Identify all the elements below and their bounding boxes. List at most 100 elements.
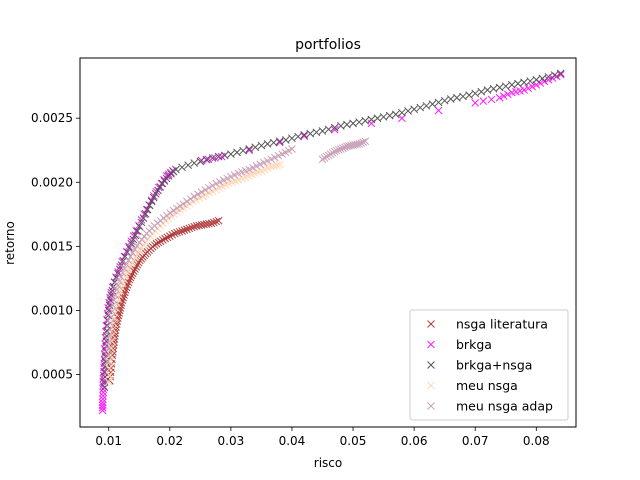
data-point bbox=[105, 364, 114, 373]
data-point bbox=[145, 201, 154, 210]
data-point bbox=[129, 235, 138, 244]
data-point bbox=[312, 128, 321, 137]
data-point bbox=[126, 273, 135, 282]
data-point bbox=[239, 146, 247, 155]
data-point bbox=[187, 223, 196, 232]
data-point bbox=[404, 107, 412, 115]
data-point bbox=[111, 291, 120, 299]
legend-label: meu nsga adap bbox=[456, 399, 553, 414]
data-point bbox=[208, 181, 217, 190]
data-point bbox=[440, 96, 449, 105]
data-point bbox=[114, 281, 122, 290]
data-point bbox=[183, 197, 191, 206]
data-point bbox=[544, 72, 553, 81]
data-point bbox=[119, 293, 128, 302]
data-point bbox=[98, 395, 107, 404]
legend-box bbox=[409, 309, 569, 421]
data-point bbox=[273, 161, 281, 170]
data-point bbox=[489, 84, 498, 93]
data-point bbox=[503, 90, 512, 99]
data-point bbox=[300, 131, 309, 139]
data-point bbox=[129, 267, 138, 275]
data-point bbox=[104, 351, 112, 360]
data-point bbox=[127, 239, 136, 248]
data-point bbox=[99, 391, 107, 400]
data-point bbox=[361, 116, 370, 125]
data-point bbox=[233, 148, 241, 157]
data-point bbox=[556, 69, 565, 78]
y-tick-label: 0.0020 bbox=[31, 175, 73, 189]
data-point bbox=[131, 231, 140, 240]
data-point bbox=[173, 228, 181, 237]
data-point bbox=[320, 154, 329, 162]
data-point bbox=[212, 217, 221, 226]
data-point bbox=[251, 143, 260, 152]
data-point bbox=[133, 260, 142, 269]
data-point bbox=[154, 186, 162, 195]
data-points bbox=[98, 69, 565, 415]
data-point bbox=[501, 82, 510, 91]
data-point bbox=[172, 165, 180, 174]
data-point bbox=[508, 81, 516, 89]
data-point bbox=[328, 148, 337, 157]
x-axis-label: risco bbox=[314, 456, 342, 470]
data-point bbox=[185, 224, 194, 233]
data-point bbox=[556, 70, 565, 79]
data-point bbox=[487, 95, 496, 104]
y-tick-label: 0.0010 bbox=[31, 303, 73, 317]
data-point bbox=[520, 86, 528, 94]
data-point bbox=[209, 218, 218, 227]
data-point bbox=[106, 325, 114, 334]
legend-marker bbox=[427, 381, 435, 390]
data-point bbox=[178, 163, 186, 172]
data-point bbox=[330, 123, 339, 132]
data-point bbox=[107, 344, 116, 352]
y-tick-label: 0.0025 bbox=[31, 111, 73, 125]
data-point bbox=[526, 77, 535, 85]
data-point bbox=[245, 146, 254, 155]
data-point bbox=[326, 150, 335, 158]
data-point bbox=[104, 378, 113, 387]
series-0 bbox=[106, 216, 223, 385]
data-point bbox=[214, 216, 223, 225]
data-point bbox=[336, 145, 345, 153]
x-tick-label: 0.06 bbox=[401, 434, 428, 448]
data-point bbox=[269, 138, 278, 147]
legend-marker bbox=[427, 402, 435, 410]
data-point bbox=[332, 146, 341, 155]
data-point bbox=[106, 350, 115, 359]
legend-label: meu nsga bbox=[456, 378, 518, 393]
legend-label: nsga literatura bbox=[456, 317, 548, 332]
data-point bbox=[186, 195, 195, 203]
data-point bbox=[422, 101, 431, 110]
data-point bbox=[179, 200, 188, 208]
data-point bbox=[183, 225, 191, 234]
data-point bbox=[163, 233, 172, 242]
data-point bbox=[339, 144, 347, 152]
data-point bbox=[416, 103, 425, 112]
data-point bbox=[117, 301, 125, 310]
data-point bbox=[105, 332, 114, 340]
data-point bbox=[143, 205, 152, 214]
data-point bbox=[106, 357, 114, 366]
data-point bbox=[471, 89, 480, 98]
data-point bbox=[126, 252, 135, 261]
data-point bbox=[190, 192, 199, 201]
data-point bbox=[159, 236, 167, 244]
data-point bbox=[168, 230, 177, 239]
data-point bbox=[495, 83, 504, 92]
data-point bbox=[147, 197, 156, 206]
data-point bbox=[105, 371, 113, 380]
x-tick-label: 0.07 bbox=[462, 434, 489, 448]
x-tick-label: 0.04 bbox=[279, 434, 306, 448]
data-point bbox=[190, 159, 199, 167]
data-point bbox=[194, 190, 202, 199]
data-point bbox=[201, 186, 210, 194]
data-point bbox=[275, 137, 284, 146]
data-point bbox=[324, 125, 333, 134]
y-axis-label: retorno bbox=[3, 221, 17, 265]
data-point bbox=[453, 93, 461, 102]
data-point bbox=[318, 127, 327, 135]
data-point bbox=[538, 74, 547, 83]
